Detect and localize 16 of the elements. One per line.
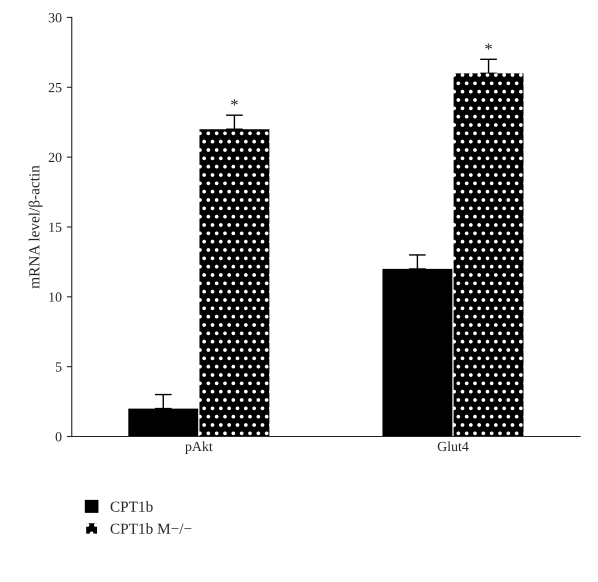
x-tick-label: Glut4 [438,441,469,452]
legend-label: CPT1b [110,501,153,512]
y-axis-title: mRNA level/β-actin [28,165,43,288]
bar [454,73,524,436]
y-tick-label: 20 [48,152,62,162]
y-tick-label: 15 [49,222,62,232]
y-tick-label: 5 [56,362,62,372]
annotation: * [231,99,238,106]
x-tick-label: pAkt [185,441,213,454]
legend-label: CPT1b M−/− [110,523,192,534]
y-tick-label: 0 [56,432,62,442]
y-tick-label: 10 [49,292,62,302]
y-tick-label: 30 [48,13,62,22]
annotation: * [485,44,492,50]
y-tick-label: 25 [48,82,62,92]
bar [199,129,270,436]
